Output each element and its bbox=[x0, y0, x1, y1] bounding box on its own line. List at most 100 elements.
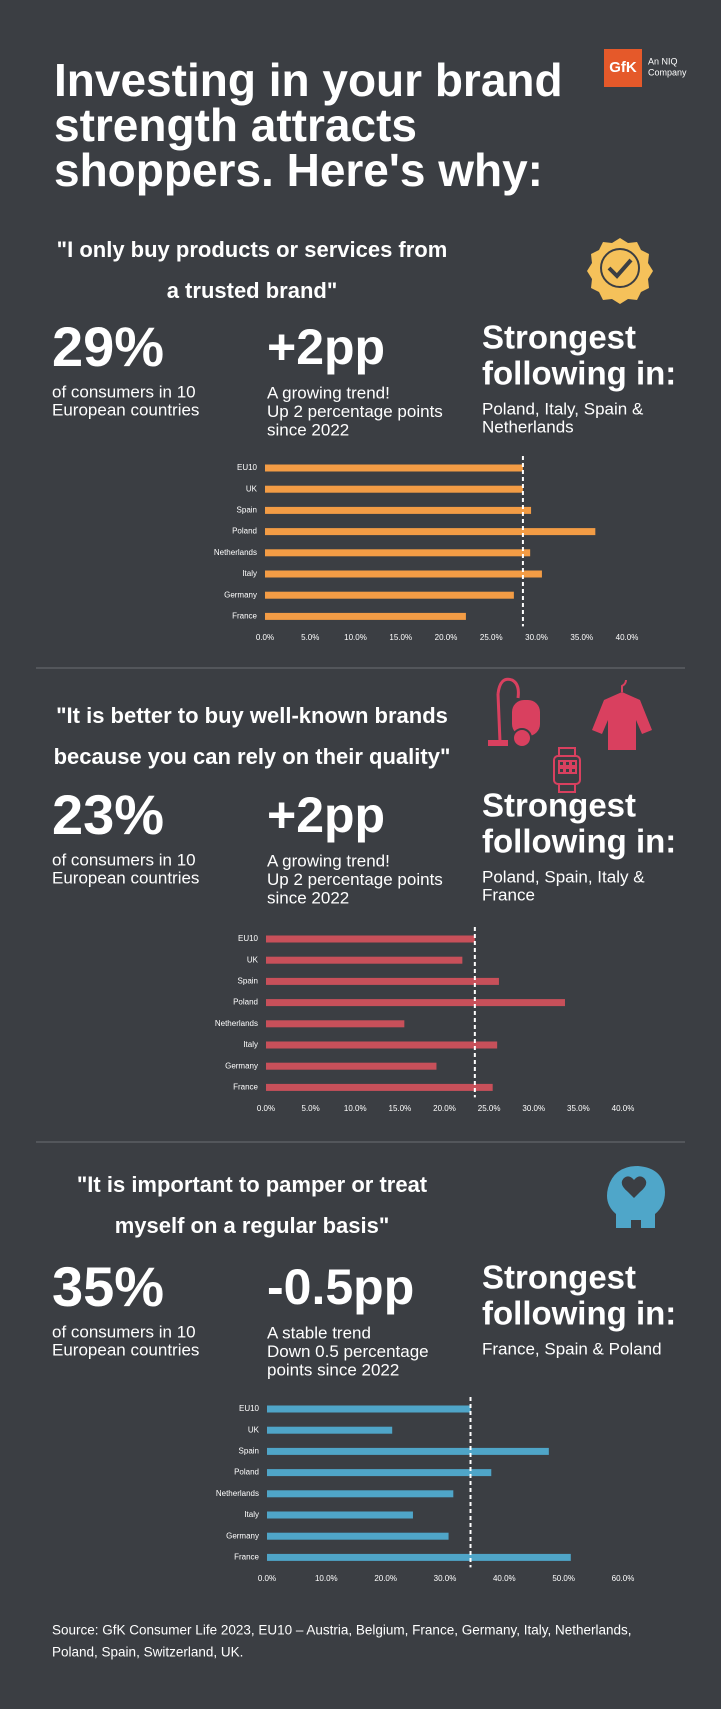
trend-text: Up 2 percentage points bbox=[267, 870, 443, 889]
title: strength attracts bbox=[54, 99, 417, 151]
bar bbox=[266, 977, 499, 985]
category-label: Italy bbox=[242, 569, 257, 578]
x-tick-label: 20.0% bbox=[374, 1574, 397, 1583]
logo: GfK bbox=[609, 59, 637, 76]
bar bbox=[266, 1020, 405, 1028]
badge-icon bbox=[587, 238, 653, 304]
category-label: EU10 bbox=[239, 1404, 260, 1413]
title: Investing in your brand bbox=[54, 54, 563, 106]
trend-text: Up 2 percentage points bbox=[267, 402, 443, 421]
category-label: UK bbox=[248, 1425, 260, 1434]
bar bbox=[267, 1511, 413, 1519]
strongest-heading: following in: bbox=[482, 355, 676, 392]
bar bbox=[266, 935, 475, 943]
countries: France, Spain & Poland bbox=[482, 1339, 662, 1358]
bar bbox=[265, 570, 542, 578]
quote: myself on a regular basis" bbox=[115, 1213, 390, 1238]
bar bbox=[266, 1041, 498, 1049]
category-label: Netherlands bbox=[215, 1019, 258, 1028]
bar bbox=[267, 1553, 571, 1561]
category-label: Germany bbox=[224, 590, 257, 599]
logo-tagline: Company bbox=[648, 67, 687, 77]
countries: Netherlands bbox=[482, 417, 574, 436]
x-tick-label: 0.0% bbox=[257, 1104, 275, 1113]
x-tick-label: 15.0% bbox=[389, 633, 412, 642]
countries: Poland, Spain, Italy & bbox=[482, 867, 645, 886]
share: 29% bbox=[52, 315, 164, 378]
x-tick-label: 35.0% bbox=[567, 1104, 590, 1113]
trend-text: A growing trend! bbox=[267, 851, 390, 870]
trend-text: since 2022 bbox=[267, 888, 349, 907]
share-text: European countries bbox=[52, 400, 199, 419]
countries: France bbox=[482, 885, 535, 904]
shirt-icon bbox=[592, 679, 652, 750]
x-tick-label: 5.0% bbox=[301, 633, 319, 642]
category-label: Poland bbox=[234, 1468, 259, 1477]
category-label: Netherlands bbox=[216, 1489, 259, 1498]
x-tick-label: 25.0% bbox=[480, 633, 503, 642]
bar bbox=[266, 999, 565, 1007]
bar bbox=[267, 1405, 471, 1413]
x-tick-label: 35.0% bbox=[570, 633, 593, 642]
trend-text: points since 2022 bbox=[267, 1360, 399, 1379]
category-label: Poland bbox=[232, 527, 257, 536]
bar bbox=[265, 591, 514, 599]
category-label: France bbox=[233, 1083, 258, 1092]
x-tick-label: 25.0% bbox=[478, 1104, 501, 1113]
share: 35% bbox=[52, 1255, 164, 1318]
category-label: EU10 bbox=[238, 934, 259, 943]
trend: +2pp bbox=[267, 787, 385, 843]
trend: -0.5pp bbox=[267, 1259, 414, 1315]
x-tick-label: 0.0% bbox=[258, 1574, 276, 1583]
quote: "It is important to pamper or treat bbox=[77, 1172, 428, 1197]
source: Poland, Spain, Switzerland, UK. bbox=[52, 1645, 243, 1660]
category-label: Spain bbox=[237, 506, 257, 515]
trend-text: A stable trend bbox=[267, 1323, 371, 1342]
share-text: of consumers in 10 bbox=[52, 850, 196, 869]
source: Source: GfK Consumer Life 2023, EU10 – A… bbox=[52, 1623, 632, 1638]
bar bbox=[266, 1062, 437, 1070]
strongest-heading: Strongest bbox=[482, 787, 636, 824]
x-tick-label: 40.0% bbox=[612, 1104, 635, 1113]
category-label: Italy bbox=[243, 1040, 258, 1049]
quote: "I only buy products or services from bbox=[57, 237, 448, 262]
x-tick-label: 5.0% bbox=[302, 1104, 320, 1113]
category-label: UK bbox=[246, 484, 258, 493]
category-label: France bbox=[234, 1553, 259, 1562]
bar bbox=[265, 506, 532, 514]
x-tick-label: 30.0% bbox=[434, 1574, 457, 1583]
bar bbox=[267, 1469, 492, 1477]
bar bbox=[265, 464, 523, 472]
vacuum-icon bbox=[488, 677, 540, 748]
head-icon bbox=[607, 1166, 665, 1228]
title: shoppers. Here's why: bbox=[54, 144, 543, 196]
trend-text: Down 0.5 percentage bbox=[267, 1342, 429, 1361]
countries: Poland, Italy, Spain & bbox=[482, 399, 644, 418]
x-tick-label: 50.0% bbox=[552, 1574, 575, 1583]
share: 23% bbox=[52, 783, 164, 846]
x-tick-label: 0.0% bbox=[256, 633, 274, 642]
bar bbox=[265, 528, 596, 536]
x-tick-label: 60.0% bbox=[612, 1574, 635, 1583]
share-text: of consumers in 10 bbox=[52, 1322, 196, 1341]
bar bbox=[267, 1426, 393, 1434]
quote: "It is better to buy well-known brands bbox=[56, 703, 448, 728]
category-label: EU10 bbox=[237, 463, 258, 472]
trend: +2pp bbox=[267, 319, 385, 375]
bar bbox=[265, 485, 523, 493]
quote: a trusted brand" bbox=[167, 278, 338, 303]
quote: because you can rely on their quality" bbox=[54, 744, 451, 769]
x-tick-label: 10.0% bbox=[344, 1104, 367, 1113]
x-tick-label: 15.0% bbox=[389, 1104, 412, 1113]
trend-text: A growing trend! bbox=[267, 383, 390, 402]
logo-box bbox=[604, 49, 642, 87]
trend-text: since 2022 bbox=[267, 420, 349, 439]
watch-icon bbox=[553, 747, 581, 793]
category-label: Germany bbox=[225, 1061, 258, 1070]
x-tick-label: 10.0% bbox=[315, 1574, 338, 1583]
category-label: UK bbox=[247, 955, 259, 964]
x-tick-label: 40.0% bbox=[616, 633, 639, 642]
share-text: European countries bbox=[52, 1340, 199, 1359]
x-tick-label: 10.0% bbox=[344, 633, 367, 642]
